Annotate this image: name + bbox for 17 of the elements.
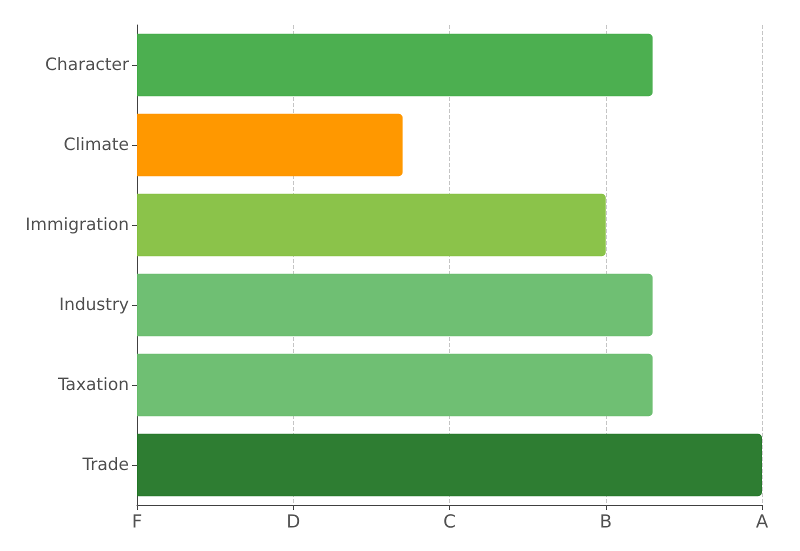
- bar: [137, 354, 653, 416]
- bar: [137, 114, 403, 176]
- y-tick-label: Industry: [59, 295, 129, 315]
- bar: [137, 194, 606, 256]
- bar: [137, 34, 653, 96]
- y-tick-label: Taxation: [56, 375, 129, 395]
- text: D: [286, 512, 300, 532]
- bar: [137, 274, 653, 336]
- bar: [137, 434, 762, 496]
- text: C: [443, 512, 456, 532]
- y-tick-label: Trade: [81, 455, 129, 475]
- y-tick-label: Climate: [64, 135, 129, 155]
- y-tick-label: Character: [45, 55, 129, 75]
- text: B: [600, 512, 612, 532]
- text: F: [132, 512, 142, 532]
- text: A: [756, 512, 769, 532]
- y-tick-label: Immigration: [25, 215, 129, 235]
